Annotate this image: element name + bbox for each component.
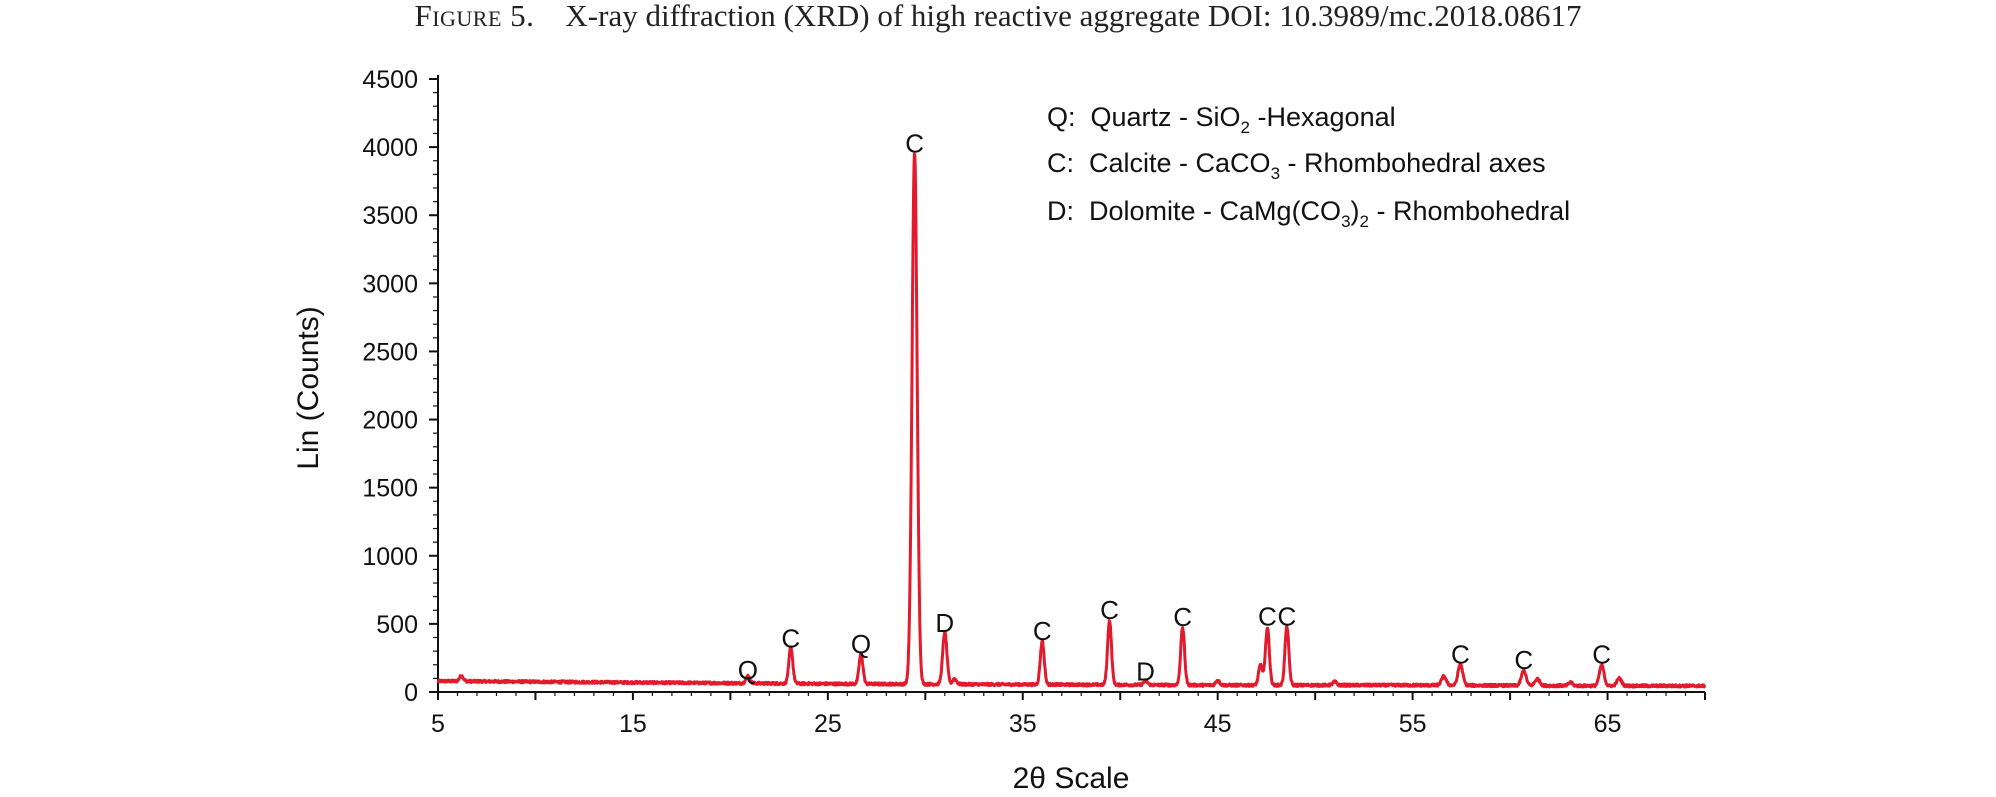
- y-tick-label: 4500: [362, 66, 418, 94]
- legend-entry: Q: Quartz - SiO2​ -Hexagonal: [1047, 102, 1396, 137]
- x-tick-label: 5: [431, 710, 445, 738]
- y-tick-label: 2000: [362, 407, 418, 435]
- y-tick-label: 1500: [362, 475, 418, 503]
- legend-text: ): [1351, 196, 1360, 226]
- peak-label: D: [935, 608, 954, 638]
- x-axis-ticks: 5 15 25 35 45 55 65: [431, 692, 1706, 738]
- peak-label: Q: [851, 629, 871, 659]
- y-tick-label: 1000: [362, 543, 418, 571]
- y-tick-label: 2500: [362, 338, 418, 366]
- legend-subscript: 3: [1271, 164, 1280, 183]
- peak-label: D: [1136, 656, 1155, 686]
- legend-subscript: 3: [1341, 212, 1350, 231]
- legend-key: Q:: [1047, 102, 1091, 132]
- peak-label: C: [781, 624, 800, 654]
- x-tick-label: 45: [1204, 710, 1232, 738]
- legend-text: - Rhombohedral: [1369, 196, 1570, 226]
- x-tick-label: 15: [619, 710, 647, 738]
- legend-text: Quartz - SiO: [1091, 102, 1241, 132]
- peak-label: C: [1451, 639, 1470, 669]
- legend-key: C:: [1047, 148, 1089, 178]
- legend: Q: Quartz - SiO2​ -Hexagonal C: Calcite -…: [1047, 102, 1570, 231]
- y-axis-ticks: 0 500 1000 1500 2000 2500 3000 3500 4000 4500: [362, 66, 438, 707]
- legend-key: D:: [1047, 196, 1089, 226]
- peak-label: C: [1277, 601, 1296, 631]
- legend-subscript: 2: [1241, 118, 1250, 137]
- y-tick-label: 3500: [362, 202, 418, 230]
- legend-text: Calcite - CaCO: [1089, 148, 1271, 178]
- y-axis-title: Lin (Counts): [292, 306, 325, 469]
- legend-text: Dolomite - CaMg(CO: [1089, 196, 1341, 226]
- figure-label: Figure 5.: [414, 0, 535, 33]
- peak-label: C: [1592, 639, 1611, 669]
- legend-entry: D: Dolomite - CaMg(CO3​)2​ - Rhombohedra…: [1047, 196, 1570, 231]
- peak-label: C: [905, 129, 924, 159]
- y-tick-label: 3000: [362, 270, 418, 298]
- figure-caption: Figure 5. X-ray diffraction (XRD) of hig…: [0, 0, 1996, 32]
- peak-label: Q: [738, 655, 758, 685]
- y-tick-label: 0: [404, 679, 418, 707]
- x-tick-label: 65: [1594, 710, 1622, 738]
- series-line: [436, 152, 1707, 689]
- x-tick-label: 35: [1009, 710, 1037, 738]
- legend-entry: C: Calcite - CaCO3​ - Rhombohedral axes: [1047, 148, 1546, 183]
- figure-caption-text: X-ray diffraction (XRD) of high reactive…: [565, 0, 1582, 33]
- x-tick-label: 25: [814, 710, 842, 738]
- x-tick-label: 55: [1399, 710, 1427, 738]
- peak-label: C: [1258, 601, 1277, 631]
- legend-subscript: 2: [1360, 212, 1369, 231]
- y-tick-label: 500: [376, 611, 418, 639]
- legend-text: - Rhombohedral axes: [1280, 148, 1546, 178]
- peak-label: C: [1100, 595, 1119, 625]
- legend-text: -Hexagonal: [1250, 102, 1396, 132]
- x-axis-title: 2θ Scale: [1013, 762, 1130, 795]
- peak-label: C: [1033, 616, 1052, 646]
- peak-label: C: [1173, 602, 1192, 632]
- peak-label: C: [1514, 645, 1533, 675]
- y-tick-label: 4000: [362, 134, 418, 162]
